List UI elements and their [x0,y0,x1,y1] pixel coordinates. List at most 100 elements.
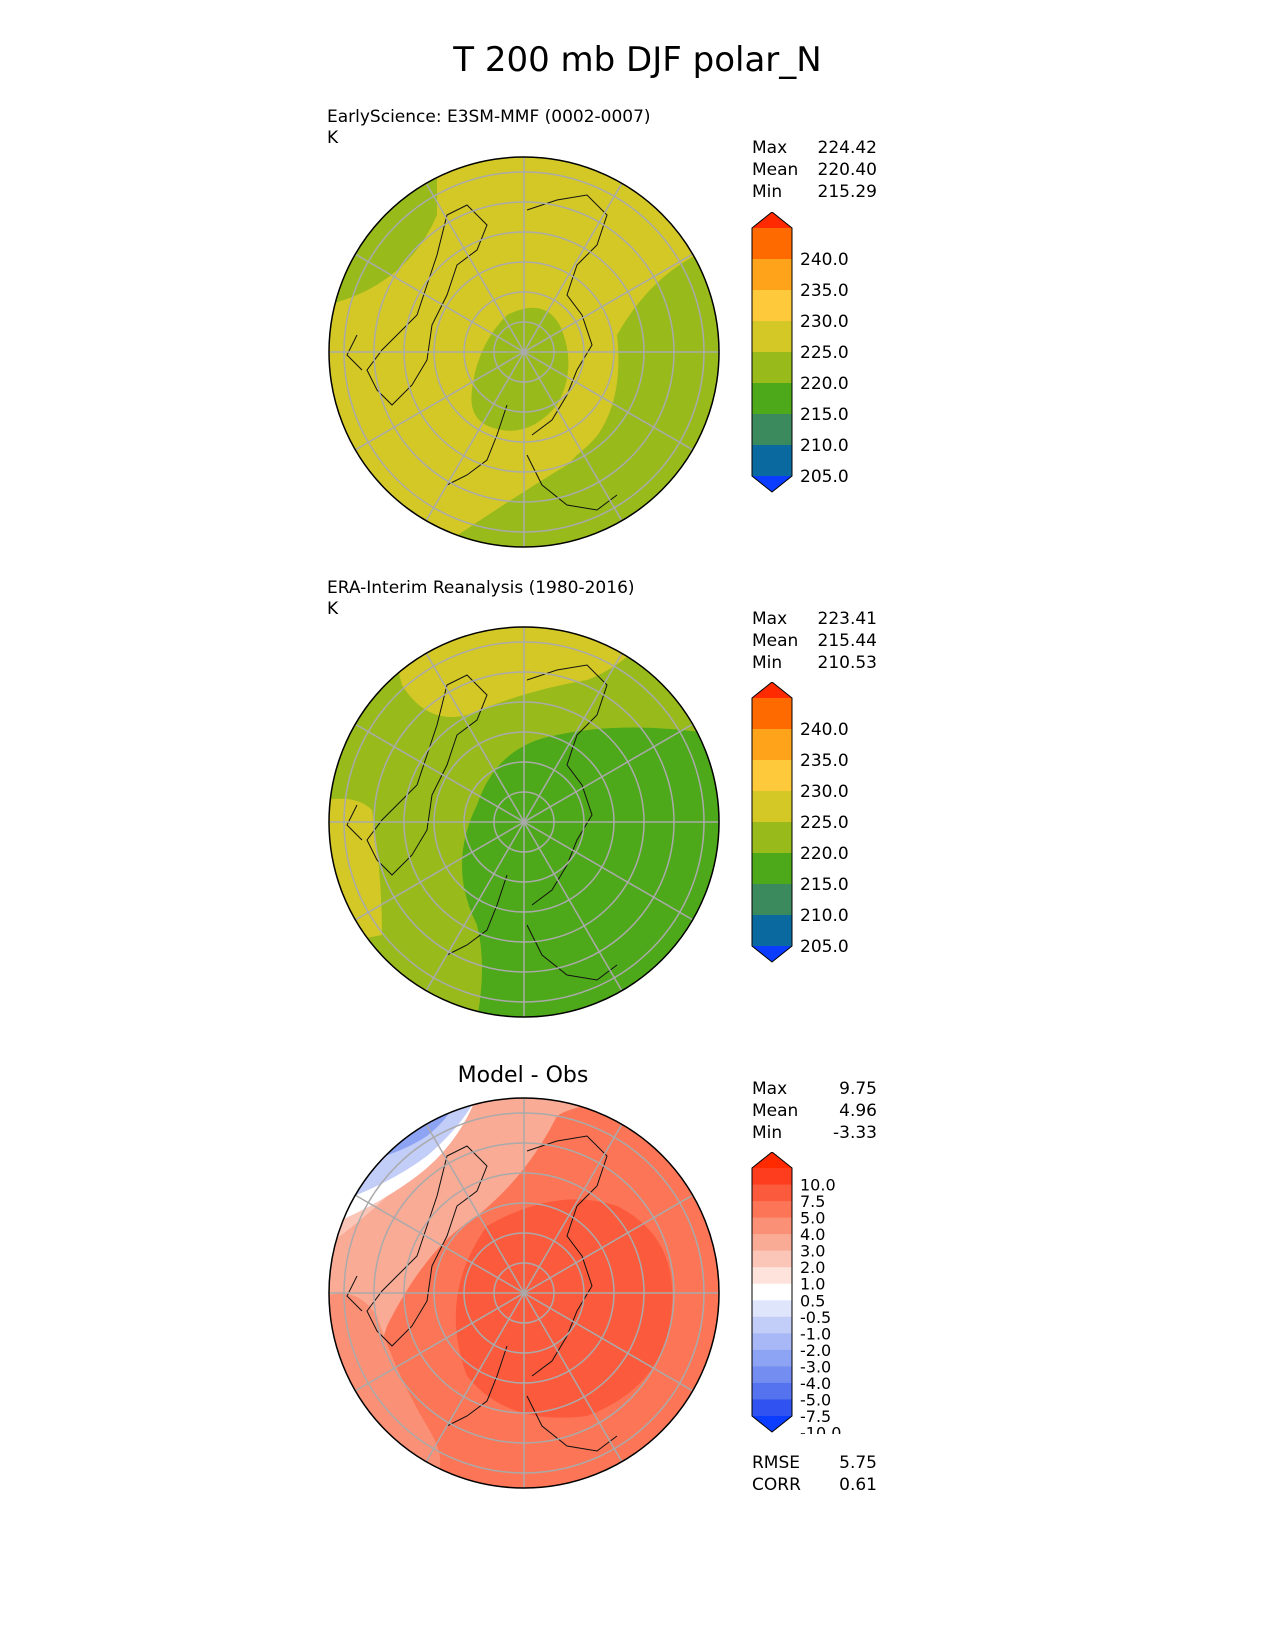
stat-label: Min [752,182,783,202]
colorbar-tick-label: 225.0 [800,343,849,363]
colorbar-segment [752,884,792,916]
stat-label: Max [752,138,788,158]
stat-value: 210.53 [817,653,877,673]
colorbar-tick-label: -7.5 [800,1407,831,1426]
colorbar-extend-bottom [752,476,792,492]
colorbar-tick-label: 10.0 [800,1176,836,1195]
stat-label: Max [752,609,788,629]
stat-row: Min 210.53 [752,652,877,674]
colorbar-tick-label: 235.0 [800,281,849,301]
colorbar-tick-label: -0.5 [800,1308,831,1327]
graticule [329,627,719,1017]
panel-reference-title-line1: ERA-Interim Reanalysis (1980-2016) [327,578,635,598]
colorbar-segment [752,1349,792,1367]
stat-value: -3.33 [833,1123,877,1143]
colorbar-labels: 240.0 235.0 230.0 225.0 220.0 215.0 210.0 205.0… [800,720,849,957]
stat-row: Min 215.29 [752,181,877,203]
colorbar-tick-label: 220.0 [800,374,849,394]
colorbar-tick-label: 235.0 [800,751,849,771]
stat-row: Max 9.75 [752,1078,877,1100]
colorbar-segment [752,1184,792,1202]
colorbar-segment [752,259,792,291]
colorbar-tick-label: 225.0 [800,813,849,833]
stat-row: Mean 4.96 [752,1100,877,1122]
colorbar-tick-label: 0.5 [800,1291,825,1310]
colorbar-extend-top [752,682,792,698]
colorbar-tick-label: 230.0 [800,312,849,332]
stat-value: 220.40 [817,160,877,180]
stat-label: Min [752,653,783,673]
colorbar-segment [752,822,792,854]
panel-difference-footer-stats: RMSE 5.75 CORR 0.61 [752,1452,877,1496]
colorbar-segment [752,1382,792,1400]
colorbar-tick-label: 7.5 [800,1192,825,1211]
colorbar-difference: 10.07.55.04.03.02.01.00.5-0.5-1.0-2.0-3.… [751,1152,841,1434]
colorbar-tick-label: 3.0 [800,1242,825,1261]
colorbar-test: 240.0 235.0 230.0 225.0 220.0 215.0 210.0 205.0… [751,212,849,493]
stat-label: Max [752,1079,788,1099]
panel-difference-title: Model - Obs [457,1063,589,1088]
colorbar-tick-label: 210.0 [800,906,849,926]
stat-value: 223.41 [817,609,877,629]
stat-row: Mean 220.40 [752,159,877,181]
colorbar-segment [752,698,792,730]
colorbar-segment [752,228,792,260]
field-contour-210-215 [462,727,719,1017]
panel-test-title-units: K [327,128,339,148]
colorbar-extend-bottom [752,946,792,962]
stat-value: 0.61 [839,1475,877,1495]
colorbar-segment [752,414,792,446]
colorbar-segments [751,682,793,963]
colorbar-segment [752,729,792,761]
stat-label: Min [752,1123,783,1143]
colorbar-segments [751,1152,793,1433]
colorbar-segment [752,383,792,415]
panel-test-title: EarlyScience: E3SM-MMF (0002-0007) K [327,107,651,149]
stat-value: 5.75 [839,1453,877,1473]
colorbar-outline [751,682,793,963]
stat-label: Mean [752,160,799,180]
colorbar-tick-label: 205.0 [800,467,849,487]
colorbar-outline [751,1152,793,1433]
panel-difference-stats: Max 9.75 Mean 4.96 Min -3.33 [752,1078,877,1144]
colorbar-segment [752,1217,792,1235]
stat-label: Mean [752,631,799,651]
colorbar-segment [752,1366,792,1384]
colorbar-segment [752,1267,792,1285]
stat-row: CORR 0.61 [752,1474,877,1496]
colorbar-extend-top [752,212,792,228]
stat-value: 215.44 [817,631,877,651]
panel-reference-title-units: K [327,599,339,619]
colorbar-tick-label: 220.0 [800,844,849,864]
colorbar-segment [752,1316,792,1334]
colorbar-tick-label: -2.0 [800,1341,831,1360]
colorbar-tick-label: -3.0 [800,1357,831,1376]
figure-title: T 200 mb DJF polar_N [453,40,822,80]
colorbar-tick-label: 4.0 [800,1225,825,1244]
colorbar-labels: 240.0 235.0 230.0 225.0 220.0 215.0 210.0 205.0… [800,250,849,487]
colorbar-labels: 10.07.55.04.03.02.01.00.5-0.5-1.0-2.0-3.… [800,1176,841,1434]
field-contour-4-5 [455,1199,673,1418]
stat-value: 9.75 [839,1079,877,1099]
stat-value: 215.29 [817,182,877,202]
colorbar-tick-label: -10.0 [800,1424,841,1434]
stat-row: RMSE 5.75 [752,1452,877,1474]
stat-label: CORR [752,1475,801,1495]
colorbar-tick-label: 1.0 [800,1275,825,1294]
stat-row: Mean 215.44 [752,630,877,652]
panel-reference-stats: Max 223.41 Mean 215.44 Min 210.53 [752,608,877,674]
stat-row: Min -3.33 [752,1122,877,1144]
colorbar-outline [751,212,793,493]
stat-value: 4.96 [839,1101,877,1121]
panel-test-title-line1: EarlyScience: E3SM-MMF (0002-0007) [327,107,651,127]
graticule [329,157,719,547]
colorbar-tick-label: 215.0 [800,875,849,895]
polar-map-difference [328,1097,720,1489]
colorbar-tick-label: 210.0 [800,436,849,456]
colorbar-tick-label: 240.0 [800,250,849,270]
panel-test-stats: Max 224.42 Mean 220.40 Min 215.29 [752,137,877,203]
coastlines [346,1135,618,1452]
stat-label: Mean [752,1101,799,1121]
colorbar-segment [752,853,792,885]
colorbar-segment [752,791,792,823]
